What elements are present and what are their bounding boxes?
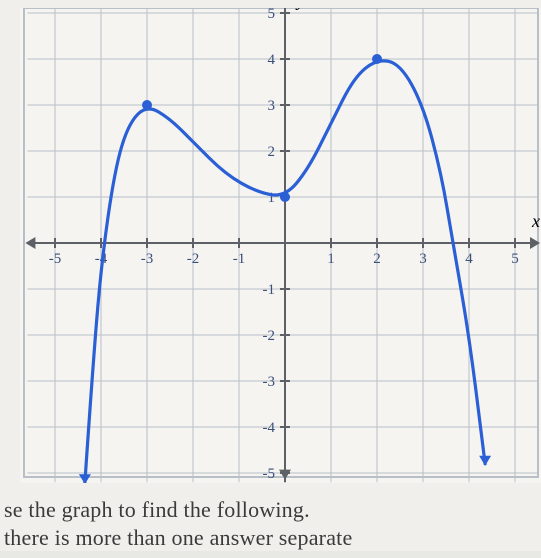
svg-text:-4: -4	[263, 420, 276, 436]
svg-text:3: 3	[268, 98, 276, 114]
svg-text:-2: -2	[187, 251, 200, 267]
svg-text:-5: -5	[49, 251, 62, 267]
svg-text:3: 3	[419, 251, 427, 267]
question-text: se the graph to find the following. ther…	[0, 497, 541, 551]
svg-text:y: y	[295, 8, 305, 10]
svg-text:5: 5	[511, 251, 519, 267]
svg-text:-3: -3	[141, 251, 154, 267]
svg-text:x: x	[531, 211, 540, 231]
svg-text:1: 1	[268, 190, 276, 206]
svg-text:-2: -2	[263, 328, 276, 344]
question-line-1: se the graph to find the following.	[4, 497, 541, 523]
svg-text:2: 2	[268, 144, 276, 160]
svg-text:-1: -1	[233, 251, 246, 267]
svg-text:4: 4	[268, 52, 276, 68]
svg-text:5: 5	[268, 8, 276, 22]
chart-container: -5-4-3-2-112345-5-4-3-2-112345xy	[20, 8, 541, 483]
svg-text:1: 1	[327, 251, 335, 267]
question-line-2: there is more than one answer separate	[4, 525, 541, 551]
svg-text:2: 2	[373, 251, 381, 267]
svg-text:4: 4	[465, 251, 473, 267]
svg-text:-3: -3	[263, 374, 276, 390]
svg-text:-5: -5	[263, 466, 276, 482]
function-graph: -5-4-3-2-112345-5-4-3-2-112345xy	[20, 8, 540, 483]
svg-text:-1: -1	[263, 282, 276, 298]
